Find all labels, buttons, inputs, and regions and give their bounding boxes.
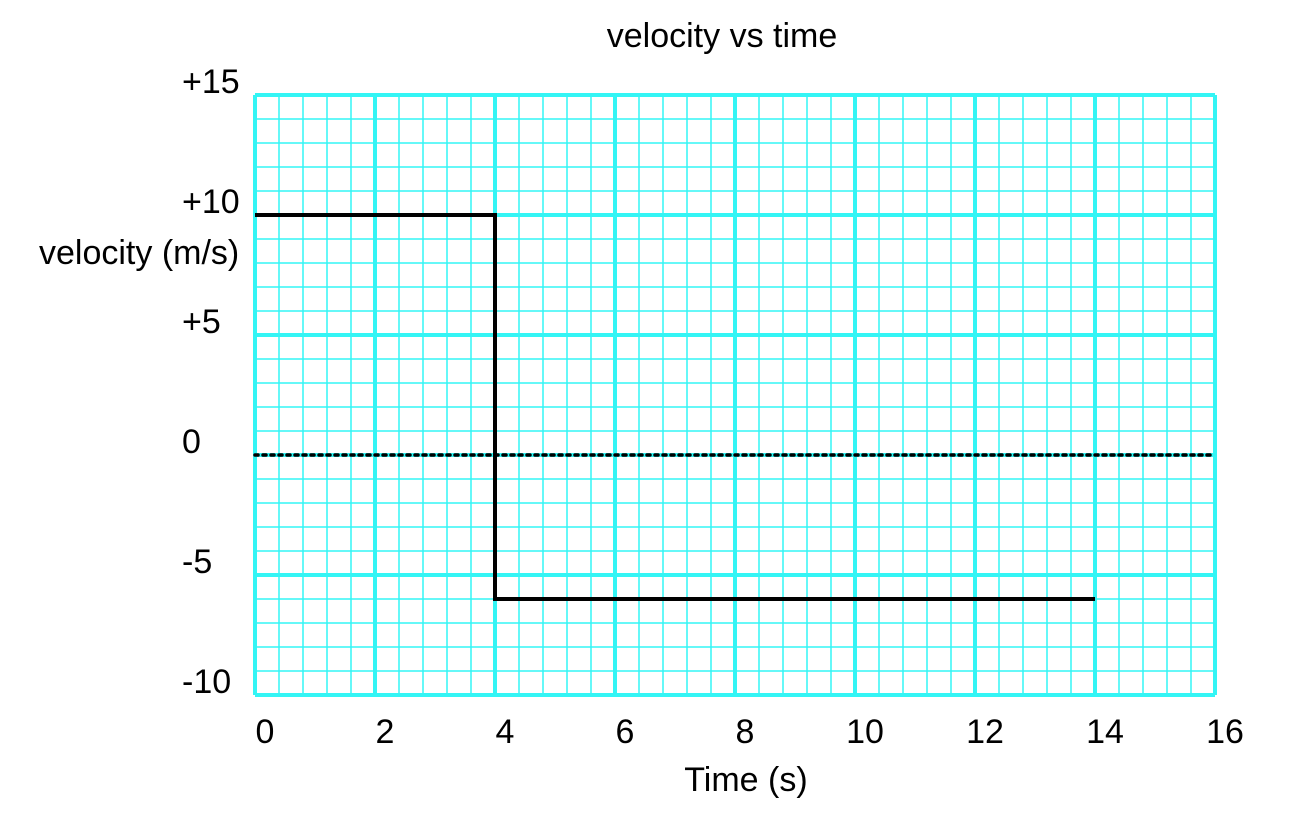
x-axis-label: Time (s) (684, 761, 807, 799)
y-tick-labels: +15 +10 +5 0 -5 -10 (182, 63, 240, 701)
x-tick-label: 6 (616, 713, 635, 751)
x-tick-label: 14 (1086, 713, 1124, 751)
x-tick-label: 0 (256, 713, 275, 751)
velocity-series-line (255, 213, 1095, 601)
y-axis-label: velocity (m/s) (39, 234, 239, 272)
x-tick-label: 2 (376, 713, 395, 751)
y-tick-label: +15 (182, 63, 240, 101)
series-group (255, 213, 1095, 601)
y-tick-label: +5 (182, 303, 221, 341)
y-tick-label: +10 (182, 183, 240, 221)
x-tick-label: 16 (1206, 713, 1244, 751)
x-tick-label: 12 (966, 713, 1004, 751)
x-tick-label: 4 (496, 713, 515, 751)
x-tick-label: 10 (846, 713, 884, 751)
y-tick-label: -10 (182, 663, 231, 701)
x-tick-label: 8 (736, 713, 755, 751)
y-tick-label: 0 (182, 423, 201, 461)
x-tick-labels: 0 2 4 6 8 10 12 14 16 (256, 713, 1244, 751)
chart-title: velocity vs time (607, 17, 838, 55)
y-tick-label: -5 (182, 543, 212, 581)
